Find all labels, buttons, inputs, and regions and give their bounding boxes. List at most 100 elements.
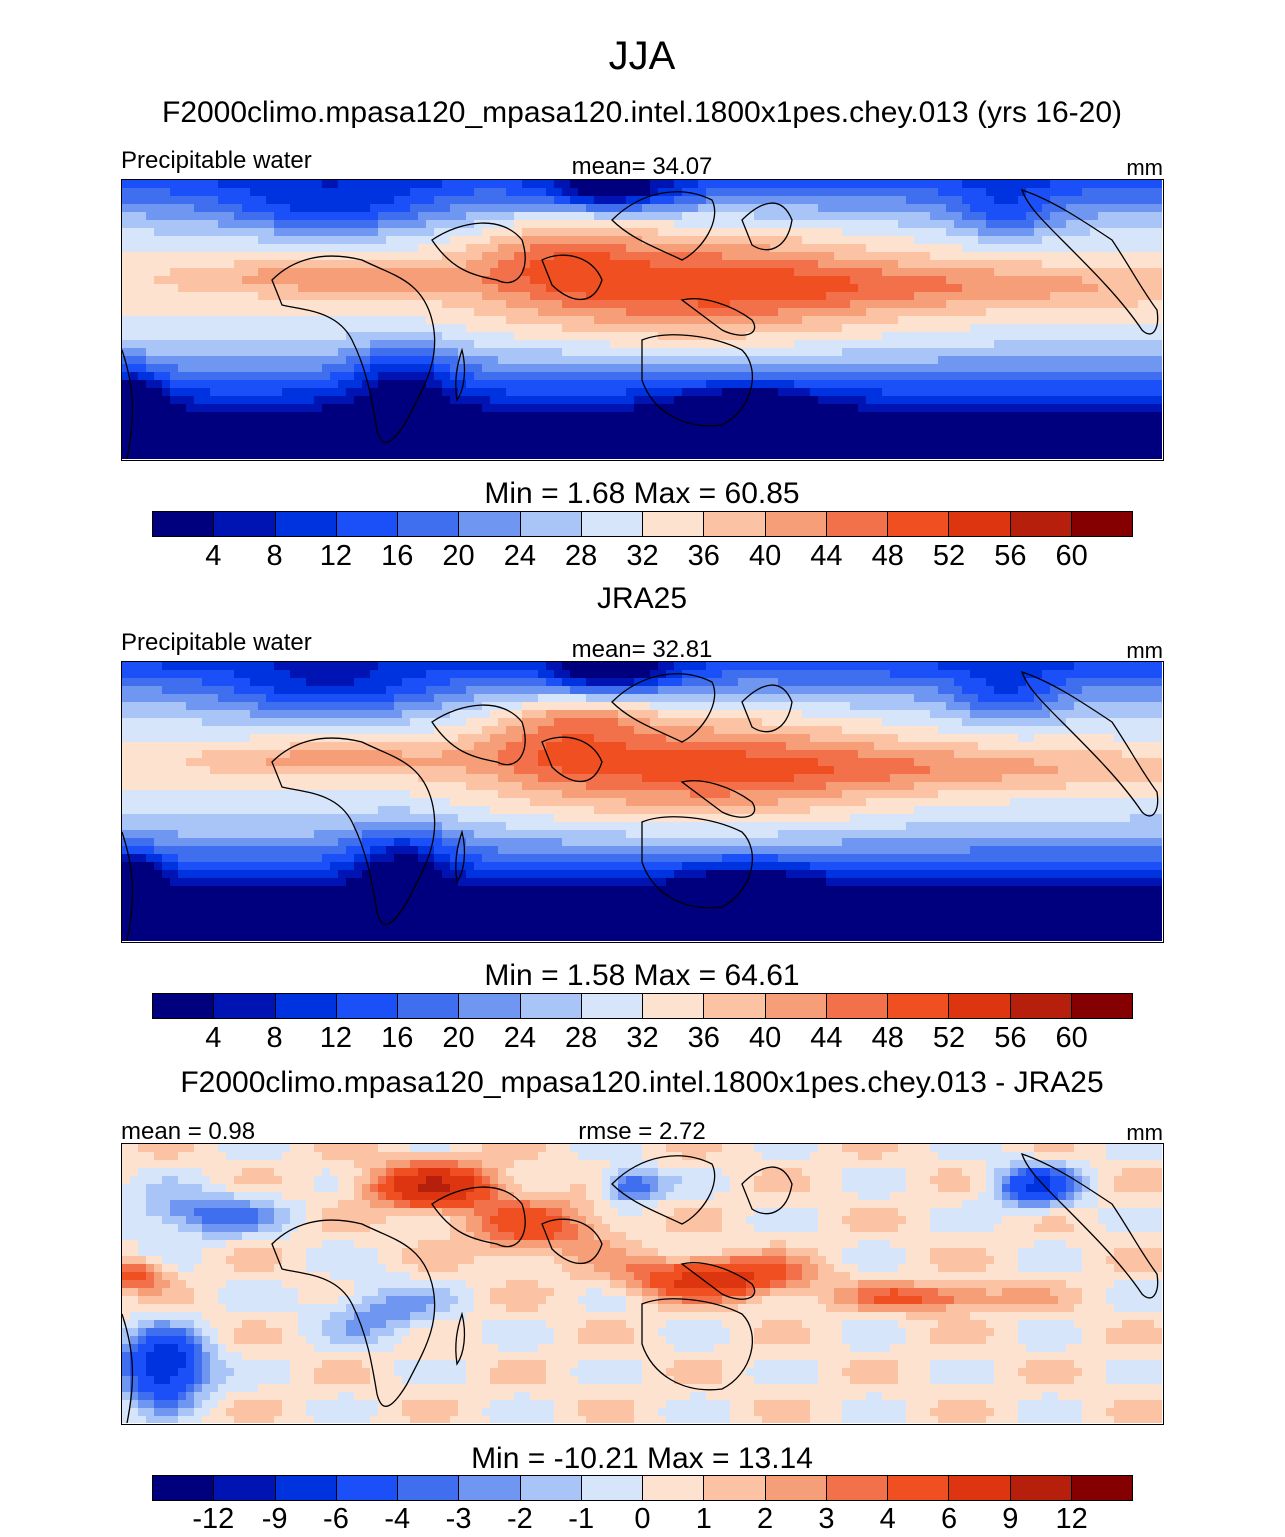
colorbar-swatch [888, 1476, 950, 1500]
coastline [1020, 188, 1159, 335]
colorbar-swatch [398, 994, 460, 1018]
colorbar-swatch [643, 994, 705, 1018]
colorbar-swatch [520, 1476, 582, 1500]
coastline [611, 673, 716, 743]
panel2-units: mm [1126, 638, 1163, 663]
colorbar-tick-label: 16 [381, 1022, 414, 1054]
panel2-mean-label: mean= 32.81 [571, 636, 713, 663]
colorbar-swatch [704, 512, 766, 536]
colorbar-tick-label: 16 [381, 540, 414, 572]
colorbar-swatch [1071, 1476, 1132, 1500]
coastline [455, 829, 466, 884]
colorbar-swatch [336, 512, 398, 536]
colorbar-tick-label: -12 [192, 1503, 235, 1535]
colorbar-tick-label: 9 [1002, 1503, 1019, 1535]
panel2-title: JRA25 [596, 582, 688, 615]
colorbar-swatch [1010, 994, 1072, 1018]
colorbar-tick-label: 4 [879, 1503, 896, 1535]
panel2-minmax: Min = 1.58 Max = 64.61 [484, 959, 800, 992]
panel3-units: mm [1126, 1120, 1163, 1145]
panel2-contour-field [122, 662, 1162, 941]
colorbar-tick-label: 52 [932, 540, 966, 572]
colorbar-tick-label: 3 [818, 1503, 835, 1535]
colorbar-tick-label: 20 [442, 540, 475, 572]
colorbar-swatch [765, 994, 827, 1018]
colorbar-tick-label: 8 [266, 1022, 283, 1054]
coastline [122, 831, 134, 941]
colorbar-tick-label: 4 [205, 540, 222, 572]
coastline [641, 1298, 754, 1391]
colorbar-swatch [153, 994, 215, 1018]
panel3-map [121, 1143, 1164, 1425]
colorbar-swatch [459, 1476, 521, 1500]
coastline [541, 736, 603, 783]
colorbar-swatch [153, 512, 215, 536]
coastline [541, 1218, 603, 1265]
coastline [1020, 670, 1159, 817]
colorbar-swatch [643, 512, 705, 536]
colorbar-tick-label: 56 [994, 540, 1027, 572]
coastline [741, 202, 793, 251]
coastline [641, 816, 754, 909]
panel3-colorbar [152, 1475, 1133, 1501]
panel2-colorbar [152, 993, 1133, 1019]
colorbar-tick-label: 6 [940, 1503, 958, 1535]
panel3-contour-field [122, 1144, 1162, 1423]
colorbar-tick-label: 60 [1055, 1022, 1088, 1054]
panel3-title: F2000climo.mpasa120_mpasa120.intel.1800x… [180, 1066, 1104, 1099]
colorbar-swatch [949, 994, 1011, 1018]
coastline [271, 1219, 436, 1407]
coastline [680, 1262, 756, 1300]
coastline [611, 191, 716, 261]
colorbar-tick-label: 0 [634, 1503, 651, 1535]
colorbar-swatch [398, 1476, 460, 1500]
coastline [741, 1166, 793, 1215]
colorbar-tick-label: 28 [565, 540, 598, 572]
colorbar-tick-label: 28 [565, 1022, 598, 1054]
colorbar-swatch [459, 512, 521, 536]
colorbar-tick-label: 24 [503, 540, 537, 572]
colorbar-swatch [949, 512, 1011, 536]
colorbar-tick-label: -3 [445, 1503, 472, 1535]
colorbar-tick-label: 12 [1055, 1503, 1088, 1535]
panel3-mean-label: mean = 0.98 [121, 1118, 256, 1145]
colorbar-swatch [214, 512, 276, 536]
colorbar-swatch [1071, 994, 1132, 1018]
colorbar-tick-label: -4 [384, 1503, 411, 1535]
colorbar-swatch [765, 1476, 827, 1500]
colorbar-tick-label: 52 [932, 1022, 966, 1054]
panel2-map [121, 661, 1164, 943]
colorbar-swatch [520, 512, 582, 536]
colorbar-swatch [336, 994, 398, 1018]
coastline [541, 254, 603, 301]
colorbar-swatch [643, 1476, 705, 1500]
colorbar-tick-label: -9 [261, 1503, 288, 1535]
coastline [680, 780, 756, 818]
colorbar-tick-label: 56 [994, 1022, 1027, 1054]
colorbar-swatch [214, 1476, 276, 1500]
coastline [455, 347, 466, 402]
colorbar-swatch [888, 994, 950, 1018]
colorbar-tick-label: 44 [810, 540, 843, 572]
colorbar-swatch [275, 1476, 337, 1500]
panel1-contour-field [122, 180, 1162, 459]
colorbar-swatch [1010, 1476, 1072, 1500]
colorbar-tick-label: 1 [695, 1503, 712, 1535]
colorbar-swatch [153, 1476, 215, 1500]
colorbar-tick-label: 36 [687, 1022, 720, 1054]
colorbar-swatch [1071, 512, 1132, 536]
colorbar-swatch [704, 1476, 766, 1500]
colorbar-tick-label: 12 [319, 540, 353, 572]
colorbar-tick-label: 24 [503, 1022, 537, 1054]
coastline [680, 298, 756, 336]
colorbar-tick-label: -1 [568, 1503, 595, 1535]
colorbar-swatch [704, 994, 766, 1018]
coastline [431, 704, 526, 766]
coastline [271, 255, 436, 443]
colorbar-swatch [1010, 512, 1072, 536]
colorbar-tick-label: 40 [748, 1022, 782, 1054]
colorbar-swatch [888, 512, 950, 536]
colorbar-tick-label: 40 [748, 540, 782, 572]
panel3-rmse-label: rmse = 2.72 [578, 1118, 706, 1145]
colorbar-tick-label: -2 [506, 1503, 533, 1535]
